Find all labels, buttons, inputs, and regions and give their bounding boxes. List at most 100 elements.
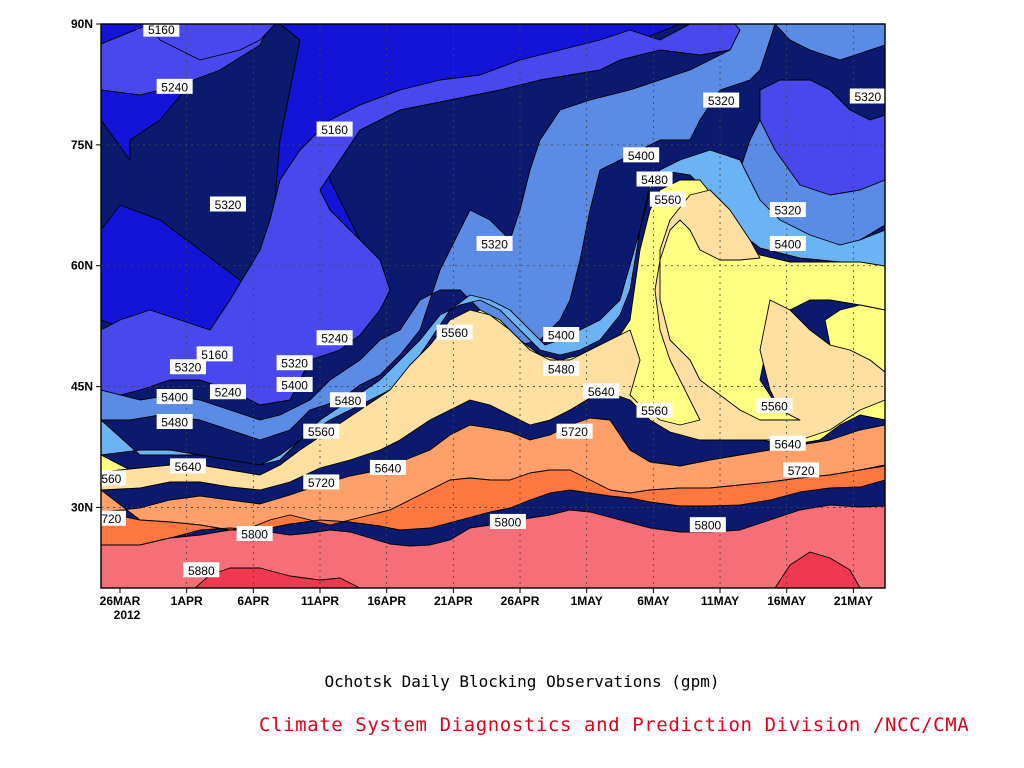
- contour-label-text: 5400: [774, 237, 801, 251]
- contour-label-text: 5480: [161, 416, 188, 430]
- contour-label-text: 5800: [694, 519, 721, 533]
- contour-label-text: 5640: [175, 460, 202, 474]
- contour-label-box: [209, 196, 246, 212]
- contour-label: 5560: [756, 397, 793, 413]
- contour-label-box: [769, 235, 806, 251]
- contour-label-box: [169, 359, 206, 375]
- contour-label: 5400: [156, 389, 193, 405]
- contour-label: 5160: [196, 346, 233, 362]
- contour-label-text: 5160: [148, 23, 175, 37]
- contour-label: 5720: [95, 510, 126, 526]
- plot-frame: [100, 23, 886, 589]
- contour-label-box: [101, 510, 126, 526]
- contour-label-text: 5400: [281, 378, 308, 392]
- contour-label-box: [489, 513, 526, 529]
- contour-label-text: 5400: [548, 329, 575, 343]
- contour-fills: [101, 24, 885, 588]
- y-tick-label: 30N: [71, 500, 93, 514]
- contour-label-text: 5400: [628, 149, 655, 163]
- plot-area: 5160524053205160532051605240540054805560…: [95, 23, 885, 588]
- contour-label-text: 5640: [774, 437, 801, 451]
- contour-label-text: 5480: [335, 394, 362, 408]
- contour-label-box: [316, 121, 353, 137]
- contour-label: 5720: [783, 462, 820, 478]
- contour-label-box: [436, 324, 473, 340]
- y-tick-label: 75N: [71, 138, 93, 152]
- contour-label-box: [649, 191, 686, 207]
- contour-label-box: [623, 147, 660, 163]
- grid-lines: [101, 24, 885, 588]
- contour-label: 5480: [329, 392, 366, 408]
- contour-label: 5800: [236, 526, 273, 542]
- x-tick-label: 26APR: [501, 594, 540, 608]
- contour-label-text: 5320: [481, 237, 508, 251]
- contour-label-text: 5560: [761, 399, 788, 413]
- contour-label-box: [236, 526, 273, 542]
- contour-label-text: 5800: [241, 528, 268, 542]
- contour-label-text: 5480: [548, 362, 575, 376]
- x-tick-label: 6APR: [237, 594, 269, 608]
- contour-label: 5400: [543, 327, 580, 343]
- contour-label-text: 5240: [161, 80, 188, 94]
- x-tick-label: 26MAR: [100, 594, 141, 608]
- contour-label-text: 5720: [95, 512, 122, 526]
- y-axis: 30N 45N 60N 75N 90N: [71, 17, 101, 514]
- contour-label-text: 5320: [854, 90, 881, 104]
- contour-label-box: [636, 402, 673, 418]
- x-year-label: 2012: [114, 608, 141, 622]
- contour-label-text: 5240: [215, 386, 242, 400]
- contour-label: 5560: [303, 423, 340, 439]
- x-axis: 26MAR 1APR 6APR 11APR 16APR 21APR 26APR 1MAY 6MA…: [100, 588, 873, 622]
- contour-label-box: [156, 78, 193, 94]
- contour-label-box: [101, 470, 126, 486]
- contour-label: 5320: [476, 235, 513, 251]
- contour-band: [101, 24, 776, 441]
- contour-label-text: 5320: [215, 198, 242, 212]
- contour-label-box: [543, 327, 580, 343]
- contour-label-box: [583, 383, 620, 399]
- contour-label-text: 5320: [774, 204, 801, 218]
- y-tick-label: 90N: [71, 17, 93, 31]
- contour-band: [774, 551, 861, 588]
- contour-label: 5640: [369, 459, 406, 475]
- contour-label-box: [276, 376, 313, 392]
- contour-label-text: 5320: [281, 357, 308, 371]
- contour-label-text: 5560: [655, 193, 682, 207]
- contour-label-box: [756, 397, 793, 413]
- contour-band: [149, 24, 276, 61]
- contour-label: 5240: [209, 384, 246, 400]
- x-tick-label: 16MAY: [767, 594, 806, 608]
- contour-label: 5560: [101, 470, 126, 486]
- contour-label: 5560: [636, 402, 673, 418]
- contour-label: 5800: [489, 513, 526, 529]
- x-tick-label: 1APR: [171, 594, 203, 608]
- contour-label: 5320: [703, 92, 740, 108]
- contour-label-box: [196, 346, 233, 362]
- contour-label: 5160: [316, 121, 353, 137]
- contour-label: 5320: [276, 355, 313, 371]
- contour-label-text: 5400: [161, 391, 188, 405]
- contour-label-text: 5880: [188, 564, 215, 578]
- contour-label: 5480: [543, 360, 580, 376]
- contour-label: 5160: [143, 23, 180, 37]
- contour-band: [101, 189, 885, 491]
- contour-label-text: 5720: [788, 464, 815, 478]
- contour-label-box: [329, 392, 366, 408]
- contour-label: 5720: [303, 474, 340, 490]
- contour-label: 5400: [276, 376, 313, 392]
- contour-label-text: 5800: [495, 515, 522, 529]
- contour-label-text: 5640: [588, 385, 615, 399]
- contour-label-box: [156, 414, 193, 430]
- contour-label-box: [769, 435, 806, 451]
- contour-label-box: [303, 423, 340, 439]
- contour-label-text: 5560: [308, 425, 335, 439]
- contour-label-box: [183, 562, 220, 578]
- contour-label-box: [703, 92, 740, 108]
- contour-label-box: [849, 88, 885, 104]
- contour-label-box: [316, 330, 353, 346]
- contour-label-box: [689, 517, 726, 533]
- contour-label-text: 5160: [201, 348, 228, 362]
- contour-label: 5880: [183, 562, 220, 578]
- contour-label-text: 5320: [175, 361, 202, 375]
- contour-label-box: [303, 474, 340, 490]
